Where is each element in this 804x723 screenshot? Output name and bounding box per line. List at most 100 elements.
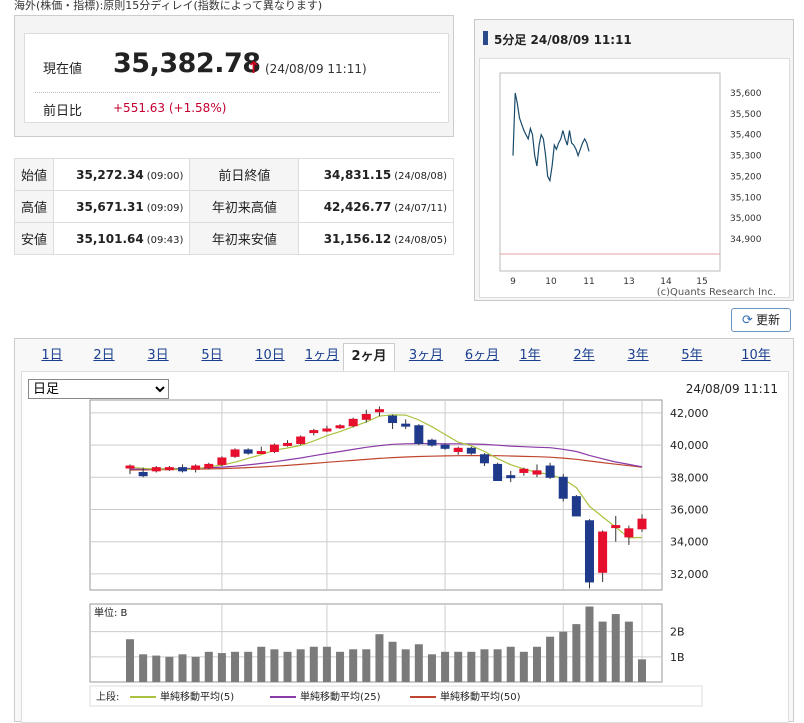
intraday-chart-title: 5分足 24/08/09 11:11 <box>494 33 632 47</box>
daily-chart-panel: 1日 2日 3日 5日 10日 1ヶ月 2ヶ月 3ヶ月 6ヶ月 1年 2年 3年 5年 10年 日足 24… <box>14 338 794 723</box>
candle-body <box>637 518 647 530</box>
tab-period[interactable]: 6ヶ月 <box>464 348 500 363</box>
volume-bar <box>401 649 410 682</box>
volume-bar <box>454 651 463 682</box>
candle-body <box>414 425 424 444</box>
candle-body <box>558 476 568 499</box>
intraday-x-tick: 13 <box>623 277 634 287</box>
ma-legend-label: 単純移動平均(25) <box>300 690 381 703</box>
volume-bar <box>283 651 292 682</box>
stat-label: 安値 <box>14 222 54 255</box>
stat-value: 35,272.34 (09:00) <box>52 158 191 191</box>
volume-bar <box>178 654 187 682</box>
stat-value: 35,101.64 (09:43) <box>52 222 191 255</box>
candle-body <box>519 468 529 473</box>
intraday-x-tick: 10 <box>545 277 557 287</box>
candle-body <box>361 413 371 420</box>
price-y-tick: 38,000 <box>670 471 709 484</box>
candle-body <box>230 449 240 457</box>
current-price-label: 現在値 <box>43 62 83 77</box>
volume-bar <box>244 651 253 682</box>
tab-period[interactable]: 10日 <box>255 348 285 363</box>
period-select[interactable]: 日足 <box>28 379 169 399</box>
tab-period[interactable]: 10年 <box>741 348 771 363</box>
intraday-price-line <box>512 92 590 183</box>
ma-legend-label: 単純移動平均(5) <box>160 690 234 703</box>
intraday-x-tick: 14 <box>660 277 672 287</box>
price-summary-box: 現在値 35,382.78 ↑ (24/08/09 11:11) 前日比 +55… <box>14 15 454 137</box>
intraday-x-tick: 9 <box>510 277 516 287</box>
ma-legend-prefix: 上段: <box>96 690 119 703</box>
candle-body <box>269 444 279 453</box>
intraday-plot-frame <box>499 72 721 272</box>
candle-body <box>506 475 516 479</box>
volume-bar <box>572 624 581 682</box>
change-value: +551.63 (+1.58%) <box>113 101 227 115</box>
intraday-y-tick: 35,200 <box>730 172 762 182</box>
stat-label: 年初来高値 <box>189 190 300 223</box>
tab-period[interactable]: 5日 <box>201 348 223 363</box>
candle-body <box>624 528 634 538</box>
intraday-chart-svg: 35,600 35,500 35,400 35,300 35,200 35,100 35,0… <box>499 72 776 298</box>
daily-chart-area: 日足 24/08/09 11:11 42,000 40,000 38,000 36,0… <box>21 371 789 723</box>
candle-body <box>532 470 542 475</box>
tab-period[interactable]: 3ヶ月 <box>408 348 444 363</box>
volume-bar <box>638 659 646 682</box>
intraday-chart-panel: 5分足 24/08/09 11:11 35,600 35,500 35,400 35,… <box>474 19 794 301</box>
candle-body <box>309 430 319 434</box>
ma5-line <box>129 414 643 539</box>
tab-period[interactable]: 5年 <box>681 348 703 363</box>
candlestick-chart-svg: 42,000 40,000 38,000 36,000 34,000 32,000 単位: … <box>89 399 709 707</box>
candle-body <box>138 471 148 477</box>
price-y-tick: 40,000 <box>670 439 709 452</box>
intraday-y-tick: 35,100 <box>730 193 762 203</box>
refresh-button[interactable]: ⟳ 更新 <box>731 308 791 332</box>
price-y-tick: 34,000 <box>670 536 709 549</box>
delay-notice: 海外(株価・指標):原則15分ディレイ(指数によって異なります) <box>14 0 323 12</box>
tab-period[interactable]: 1ヶ月 <box>304 348 340 363</box>
volume-y-tick: 1B <box>670 651 685 664</box>
candle-body <box>427 439 437 446</box>
intraday-x-tick: 11 <box>583 277 594 287</box>
volume-bar <box>427 654 436 682</box>
volume-bar <box>204 651 213 682</box>
price-summary-inner: 現在値 35,382.78 ↑ (24/08/09 11:11) 前日比 +55… <box>24 33 449 123</box>
stat-value: 35,671.31 (09:09) <box>52 190 191 223</box>
candle-body <box>598 531 608 573</box>
change-label: 前日比 <box>43 104 83 119</box>
volume-bar <box>165 656 174 682</box>
tab-period[interactable]: 3年 <box>627 348 649 363</box>
volume-bar <box>585 606 594 682</box>
volume-bar <box>546 636 555 682</box>
intraday-x-tick: 15 <box>696 277 707 287</box>
candle-body <box>388 415 398 424</box>
tab-period[interactable]: 1年 <box>519 348 541 363</box>
candle-body <box>256 451 266 455</box>
stat-value: 34,831.15 (24/08/08) <box>298 158 454 191</box>
copyright-credit: (c)Quants Research Inc. <box>657 287 776 297</box>
volume-bar <box>493 649 502 682</box>
intraday-y-tick: 34,900 <box>730 235 762 245</box>
volume-bar <box>362 649 371 682</box>
price-stats-table: 始値 35,272.34 (09:00) 前日終値 34,831.15 (24/08… <box>14 158 454 255</box>
tab-period[interactable]: 3日 <box>147 348 169 363</box>
up-arrow-icon: ↑ <box>247 58 261 77</box>
ma25-line <box>129 443 643 470</box>
tab-period[interactable]: 2ヶ月 <box>343 343 395 371</box>
tab-period[interactable]: 2年 <box>573 348 595 363</box>
stat-value: 31,156.12 (24/08/05) <box>298 222 454 255</box>
candle-body <box>178 467 188 472</box>
tab-period[interactable]: 1日 <box>41 348 63 363</box>
tab-period[interactable]: 2日 <box>93 348 115 363</box>
candle-body <box>348 418 358 427</box>
ma50-line <box>129 455 643 471</box>
intraday-y-tick: 35,400 <box>730 131 762 141</box>
candle-body <box>125 465 135 469</box>
volume-bar <box>309 646 318 682</box>
volume-bar <box>480 649 489 682</box>
volume-unit-label: 単位: B <box>94 606 128 619</box>
candle-body <box>335 425 345 429</box>
stat-value: 42,426.77 (24/07/11) <box>298 190 454 223</box>
stat-label: 前日終値 <box>189 158 300 191</box>
candle-body <box>545 465 555 478</box>
